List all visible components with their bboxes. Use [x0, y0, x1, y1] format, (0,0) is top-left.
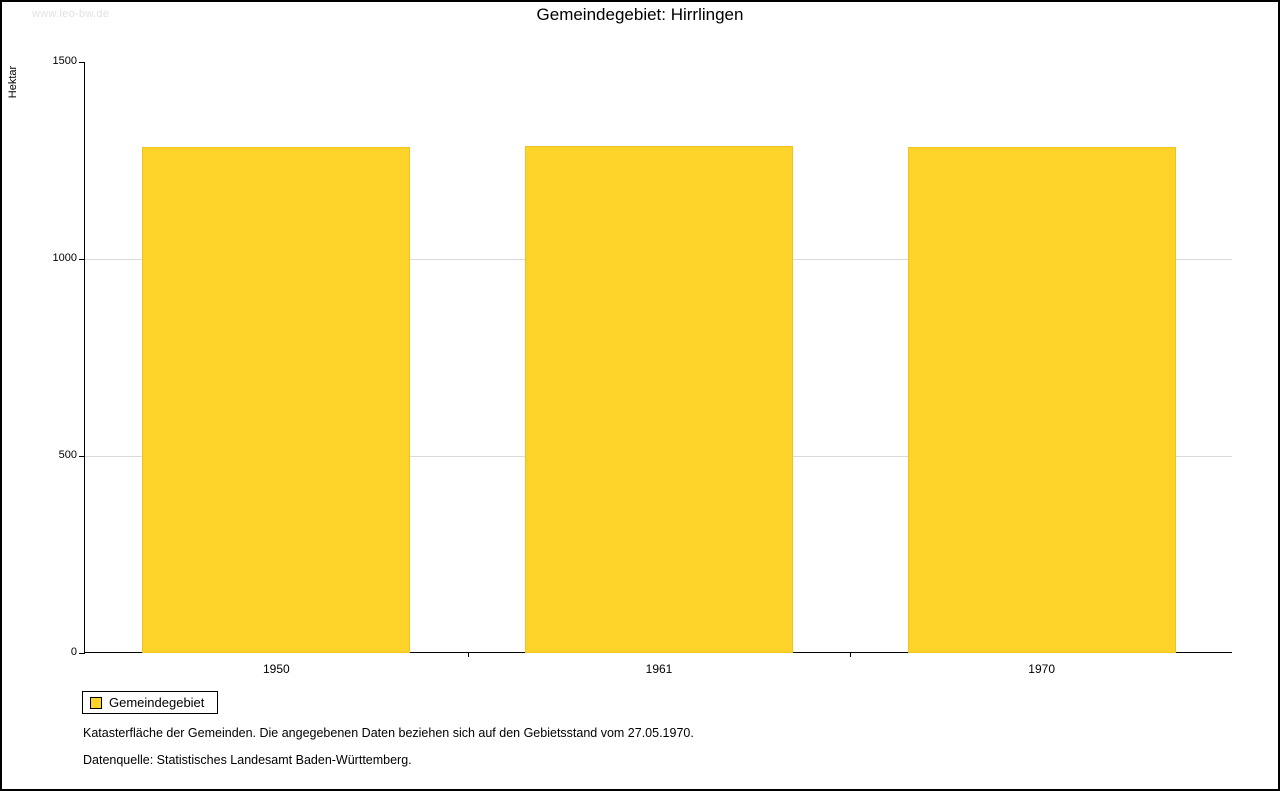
x-tick-label: 1961 — [645, 662, 673, 676]
data-source-note: Datenquelle: Statistisches Landesamt Bad… — [83, 753, 412, 767]
y-tick — [79, 653, 85, 654]
bar-1961 — [525, 146, 793, 653]
y-tick — [79, 62, 85, 63]
plot-area: 0 500 1000 1500 1950 1961 1970 — [53, 55, 1232, 676]
footnote: Katasterfläche der Gemeinden. Die angege… — [83, 726, 694, 740]
x-tick — [467, 653, 469, 657]
bar-1950 — [142, 147, 411, 653]
y-tick — [79, 456, 85, 457]
y-tick-label: 1500 — [52, 55, 77, 67]
y-tick-label: 0 — [70, 646, 77, 658]
legend: Gemeindegebiet — [82, 691, 219, 714]
x-tick — [850, 653, 852, 657]
x-tick-label: 1950 — [262, 662, 290, 676]
watermark: www.leo-bw.de — [32, 8, 110, 20]
chart-title: Gemeindegebiet: Hirrlingen — [536, 5, 744, 24]
y-axis-label: Hektar — [7, 65, 19, 99]
y-tick — [79, 259, 85, 260]
legend-label: Gemeindegebiet — [109, 695, 205, 710]
y-tick-label: 1000 — [52, 252, 77, 264]
bar-1970 — [907, 147, 1176, 653]
x-tick-label: 1970 — [1028, 662, 1055, 676]
y-tick-label: 500 — [58, 449, 77, 461]
legend-swatch — [90, 696, 102, 709]
